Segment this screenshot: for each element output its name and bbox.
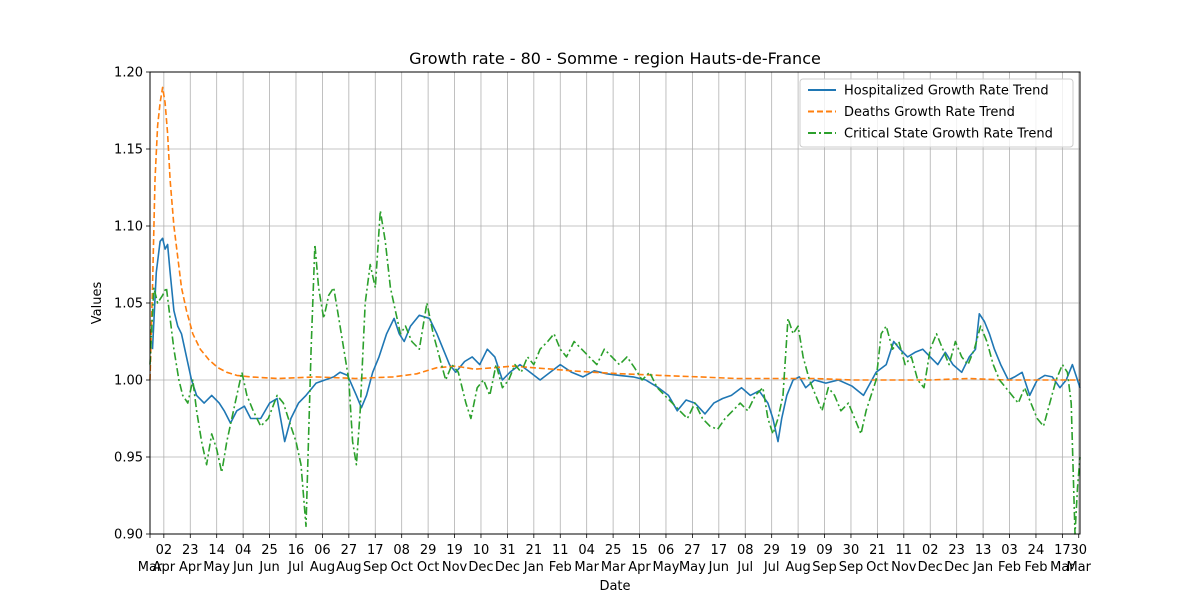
x-tick-day: 29 (420, 543, 437, 558)
x-tick-month: Mar (601, 560, 626, 575)
plot-area (149, 71, 1081, 535)
x-tick-day: 06 (314, 543, 331, 558)
x-tick-day: 17 (1054, 543, 1071, 558)
y-tick-label: 1.00 (114, 374, 143, 389)
x-tick-day: 03 (1001, 543, 1018, 558)
x-tick-day: 02 (922, 543, 939, 558)
x-tick-month: Feb (549, 560, 572, 575)
chart-title: Growth rate - 80 - Somme - region Hauts-… (409, 49, 821, 68)
x-axis-label: Date (599, 579, 630, 594)
legend-label-0: Hospitalized Growth Rate Trend (844, 84, 1049, 99)
x-tick-day: 14 (208, 543, 225, 558)
series-line-2 (149, 209, 1081, 535)
x-tick-month: Dec (918, 560, 943, 575)
x-tick-day: 21 (526, 543, 543, 558)
x-tick-month: Mar (1066, 560, 1091, 575)
x-tick-month: Apr (628, 560, 651, 575)
x-tick-day: 13 (975, 543, 992, 558)
x-tick-day: 23 (182, 543, 199, 558)
x-tick-day: 31 (499, 543, 516, 558)
x-tick-month: Nov (891, 560, 917, 575)
x-tick-month: Oct (417, 560, 439, 575)
x-tick-day: 10 (473, 543, 490, 558)
y-tick-label: 1.05 (114, 297, 143, 312)
x-tick-month: Apr (153, 560, 176, 575)
legend-label-2: Critical State Growth Rate Trend (844, 127, 1053, 142)
series-lines (149, 86, 1081, 535)
x-tick-month: Mar (1050, 560, 1075, 575)
x-tick-day: 27 (341, 543, 358, 558)
x-tick-month: Feb (1024, 560, 1047, 575)
x-tick-month: May (653, 560, 680, 575)
x-tick-day: 25 (261, 543, 278, 558)
x-tick-month: Jun (708, 560, 729, 575)
x-tick-day: 11 (896, 543, 913, 558)
x-tick-month: Jun (232, 560, 253, 575)
y-axis-label: Values (90, 282, 105, 325)
x-tick-month: May (679, 560, 706, 575)
x-tick-month: Oct (390, 560, 412, 575)
y-tick-label: 0.90 (114, 528, 143, 543)
x-tick-day: 29 (763, 543, 780, 558)
x-tick-month: Oct (866, 560, 888, 575)
x-axis: 02 Apr 23 Apr 14 May 04 Jun 25 Jun 16 Jul 06 Aug 27 Aug… (138, 534, 1092, 575)
x-tick-month: May (203, 560, 230, 575)
x-tick-month: Apr (179, 560, 202, 575)
x-tick-month: Mar (574, 560, 599, 575)
x-tick-month: Aug (310, 560, 335, 575)
legend: Hospitalized Growth Rate Trend Deaths Gro… (799, 78, 1074, 148)
x-tick-month: Sep (839, 560, 864, 575)
x-tick-month: Aug (336, 560, 361, 575)
x-tick-day: 16 (288, 543, 305, 558)
y-tick-label: 1.10 (114, 220, 143, 235)
x-tick-month: Dec (495, 560, 520, 575)
x-tick-day: 02 (156, 543, 173, 558)
x-tick-month: Feb (998, 560, 1021, 575)
x-tick-month: Jan (972, 560, 993, 575)
x-tick-day: 23 (948, 543, 965, 558)
x-tick-day: 04 (578, 543, 595, 558)
x-tick-month: Jul (763, 560, 780, 575)
series-line-0 (151, 237, 1081, 443)
series-line-1 (149, 86, 1080, 381)
x-tick-month: Sep (812, 560, 837, 575)
x-tick-day: 04 (235, 543, 252, 558)
x-tick-day: 19 (446, 543, 463, 558)
x-tick-day: 27 (684, 543, 701, 558)
x-tick-day: 24 (1028, 543, 1045, 558)
x-tick-month: Nov (442, 560, 468, 575)
x-tick-month: Dec (468, 560, 493, 575)
x-tick-day: 08 (737, 543, 754, 558)
y-tick-label: 1.15 (114, 143, 143, 158)
x-tick-day: 21 (869, 543, 886, 558)
x-tick-month: Jul (736, 560, 753, 575)
legend-label-1: Deaths Growth Rate Trend (844, 105, 1015, 120)
x-tick-day: 06 (658, 543, 675, 558)
x-tick-month: Jun (258, 560, 279, 575)
y-axis: 0.90 0.95 1.00 1.05 1.10 1.15 1.20 (114, 66, 150, 543)
x-tick-day: 30 (843, 543, 860, 558)
y-tick-label: 1.20 (114, 66, 143, 81)
x-tick-month: Dec (944, 560, 969, 575)
x-tick-month: Aug (785, 560, 810, 575)
x-tick-day: 11 (552, 543, 569, 558)
x-tick-day: 30 (1070, 543, 1087, 558)
x-tick-month: Jul (287, 560, 304, 575)
x-tick-day: 08 (393, 543, 410, 558)
x-tick-day: 19 (790, 543, 807, 558)
x-tick-day: 17 (367, 543, 384, 558)
x-tick-day: 25 (605, 543, 622, 558)
x-tick-day: 09 (816, 543, 833, 558)
x-tick-day: 15 (631, 543, 648, 558)
x-tick-day: 17 (711, 543, 728, 558)
y-tick-label: 0.95 (114, 451, 143, 466)
x-tick-month: Jan (523, 560, 544, 575)
x-tick-month: Sep (363, 560, 388, 575)
legend-box (799, 78, 1074, 148)
x-tick-month: Mar (138, 560, 163, 575)
